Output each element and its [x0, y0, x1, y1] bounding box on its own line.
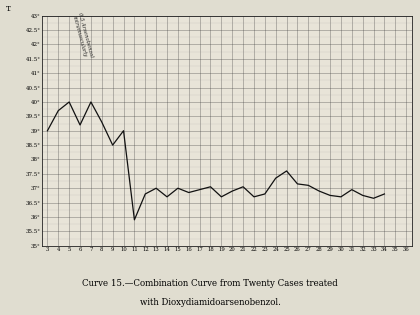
Text: Curve 15.—Combination Curve from Twenty Cases treated: Curve 15.—Combination Curve from Twenty … [82, 279, 338, 288]
Text: 0.5 Arsenobenzol
intramuscularly: 0.5 Arsenobenzol intramuscularly [71, 12, 93, 60]
Text: T.: T. [6, 5, 13, 14]
Text: with Dioxydiamidoarsenobenzol.: with Dioxydiamidoarsenobenzol. [139, 298, 281, 307]
